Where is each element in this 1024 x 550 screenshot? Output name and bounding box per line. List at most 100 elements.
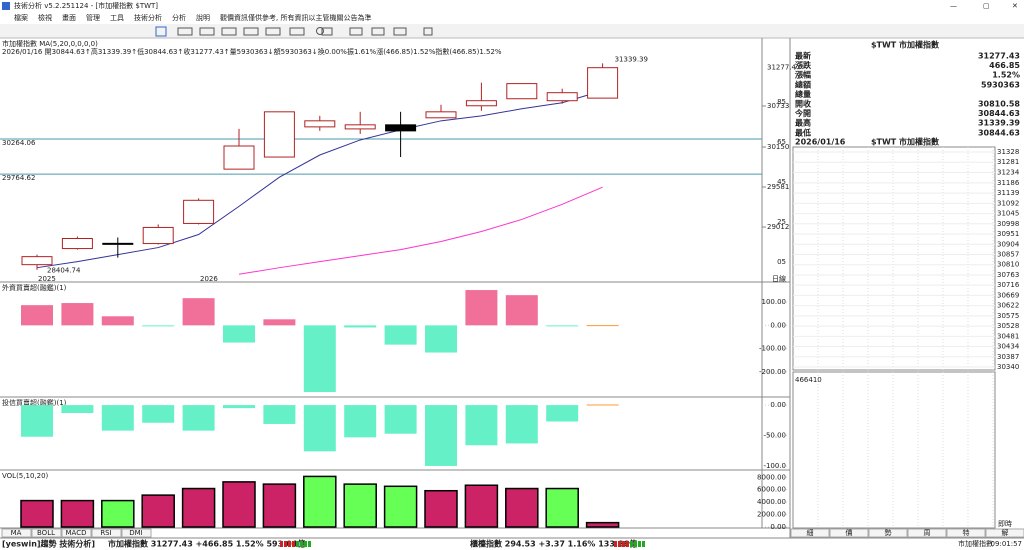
tool[interactable] <box>423 27 433 36</box>
tab-label[interactable]: BOLL <box>37 529 55 537</box>
candle-body <box>425 111 457 119</box>
status-index: 櫃檯指數 294.53 +3.37 1.16% 133.86億 <box>470 539 637 549</box>
bar <box>586 325 619 327</box>
status-app: [yeswin]趨勢 技術分析] <box>2 539 95 549</box>
right-tab-label[interactable]: 勢 <box>885 528 892 537</box>
tick-period: 即時 <box>998 520 1012 528</box>
tick-price-label: 30528 <box>997 322 1019 330</box>
right-tab-label[interactable]: 細 <box>807 528 814 537</box>
bar <box>60 499 95 528</box>
tick-price-label: 30810 <box>997 261 1019 269</box>
tool[interactable] <box>289 27 305 36</box>
minimize[interactable]: — <box>950 2 957 10</box>
menu-item[interactable]: 檢視 <box>38 13 52 22</box>
tab-label[interactable]: DMI <box>129 529 143 537</box>
right-tab-label[interactable]: 周 <box>924 529 931 537</box>
period-label: 日線 <box>772 274 786 283</box>
tick-price-label: 30951 <box>997 230 1019 238</box>
menu-item[interactable]: 分析 <box>172 13 186 22</box>
menu-item[interactable]: 工具 <box>110 14 124 22</box>
tool[interactable] <box>177 27 193 36</box>
y-tick-label: -50.00 <box>763 432 786 440</box>
y-tick-label: -200.00 <box>759 368 786 376</box>
tool[interactable] <box>371 27 385 36</box>
tab[interactable] <box>1 528 32 538</box>
bar <box>101 405 134 431</box>
bar <box>464 484 499 528</box>
bar <box>222 481 256 528</box>
tick-price-label: 30669 <box>997 291 1019 299</box>
candle-body <box>344 124 376 130</box>
status-meter <box>304 541 307 547</box>
ma-line <box>36 90 603 269</box>
tick-price-label: 31328 <box>997 148 1019 156</box>
menu-item[interactable]: 說明 <box>196 13 210 22</box>
right-tab-label[interactable]: 特 <box>963 528 970 537</box>
tool[interactable] <box>349 27 363 36</box>
tool[interactable] <box>265 27 281 36</box>
info-value: 31339.39 <box>978 119 1020 128</box>
tick-price-label: 30434 <box>997 343 1020 351</box>
bar <box>546 325 579 327</box>
toolbar-icons <box>155 26 433 37</box>
tab[interactable] <box>121 528 152 538</box>
tab-label[interactable]: MACD <box>66 529 87 537</box>
tick-price-label: 30481 <box>997 332 1019 340</box>
status-index: 市加權指數 31277.43 +466.85 1.52% 593.04億 <box>108 539 305 549</box>
pct-label: 25 <box>777 218 786 226</box>
candle-body <box>385 124 417 132</box>
maximize[interactable]: ▢ <box>983 2 990 10</box>
bar <box>505 295 538 326</box>
right-tab[interactable] <box>829 528 869 538</box>
y-tick-label: 4000.00 <box>757 498 786 506</box>
info-label: 最高 <box>795 118 811 128</box>
close[interactable]: ✕ <box>1012 2 1018 10</box>
status-meter <box>280 541 283 547</box>
menu-item[interactable]: 觀價資訊僅供參考, 所有資訊以主管機關公告為準 <box>220 13 371 22</box>
info-label: 開收 <box>795 99 811 109</box>
tick-price-label: 31045 <box>997 210 1019 218</box>
right-tab-label[interactable]: 解 <box>1002 528 1009 537</box>
status-meter <box>630 541 633 547</box>
tool[interactable] <box>221 27 237 36</box>
status-meter <box>292 541 295 547</box>
candle-body <box>183 199 215 224</box>
candle-body <box>304 120 336 128</box>
right-tab[interactable] <box>907 528 947 538</box>
right-tab[interactable] <box>868 528 908 538</box>
right-tab[interactable] <box>946 528 986 538</box>
status-meter <box>626 541 629 547</box>
tab[interactable] <box>31 528 62 538</box>
bar <box>303 405 336 452</box>
tool[interactable] <box>199 27 215 36</box>
tool[interactable] <box>393 27 407 36</box>
title-bar <box>0 0 1024 12</box>
bar <box>223 405 255 409</box>
info-label: 漲幅 <box>795 70 811 80</box>
right-tab-label[interactable]: 價 <box>846 528 853 537</box>
menu-item[interactable]: 管理 <box>86 13 100 22</box>
menu-item[interactable]: 技術分析 <box>134 13 162 22</box>
tab[interactable] <box>91 528 122 538</box>
tab-label[interactable]: RSI <box>100 529 111 537</box>
bar <box>101 499 135 528</box>
bar <box>424 489 458 528</box>
tab-label[interactable]: MA <box>11 529 22 537</box>
menu-item[interactable]: 畫面 <box>62 13 76 22</box>
y-tick-label: 0.00 <box>770 321 786 329</box>
info-value: 466.85 <box>989 61 1020 70</box>
menu-item[interactable]: 檔案 <box>14 13 28 22</box>
y-tick-label: -100.0 <box>763 462 786 470</box>
info-value: 31277.43 <box>978 52 1020 61</box>
tool[interactable] <box>155 26 167 37</box>
right-tab[interactable] <box>985 528 1024 538</box>
info-label: 今開 <box>794 108 811 118</box>
tool[interactable] <box>321 27 333 36</box>
tool[interactable] <box>243 27 259 36</box>
level-label: 29764.62 <box>2 174 35 182</box>
bar <box>263 405 296 424</box>
y-tick-label: 30150 <box>767 143 789 151</box>
tab[interactable] <box>61 528 92 538</box>
right-tab[interactable] <box>790 528 830 538</box>
tool[interactable] <box>316 27 324 35</box>
